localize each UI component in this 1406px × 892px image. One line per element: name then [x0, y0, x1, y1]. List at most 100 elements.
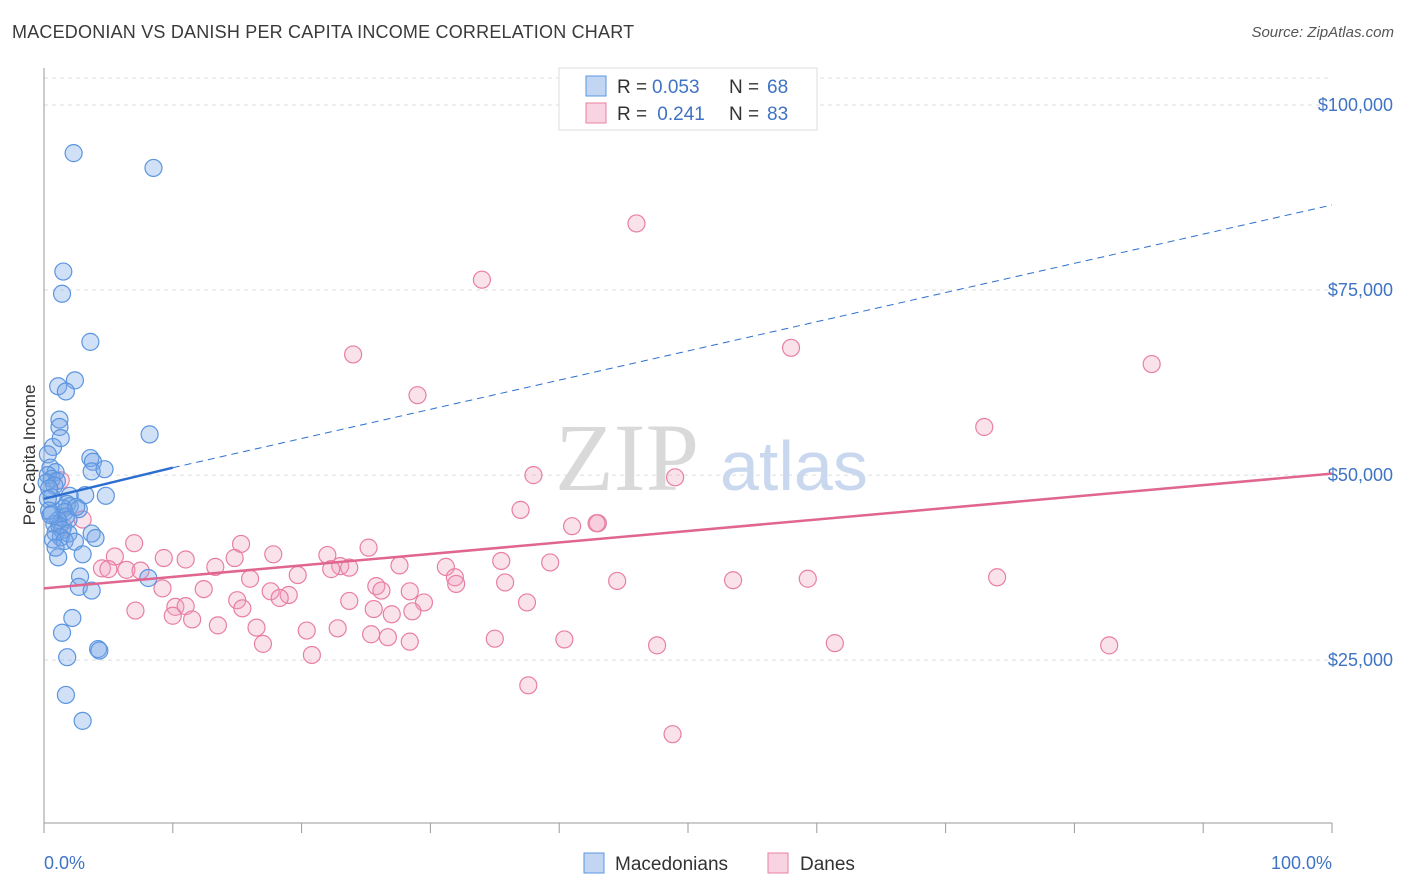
macedonians-point	[82, 581, 101, 600]
macedonians-point	[52, 623, 72, 642]
danes-point	[666, 468, 685, 487]
legend-r-label-1: R =	[617, 104, 647, 125]
danes-point	[92, 559, 112, 578]
x-axis-ticks	[43, 823, 1333, 833]
macedonians-point	[58, 648, 77, 667]
y-tick-label: $25,000	[1328, 650, 1393, 670]
x-tick-label-min: 0.0%	[44, 853, 85, 873]
bottom-legend: Macedonians Danes	[583, 852, 855, 875]
danes-point	[517, 593, 537, 612]
danes-point	[472, 270, 492, 289]
danes-point	[524, 466, 543, 485]
danes-point	[362, 625, 381, 644]
danes-point	[492, 551, 511, 571]
macedonians-point	[63, 608, 82, 628]
y-tick-labels: $25,000 $50,000 $75,000 $100,000	[1318, 95, 1393, 670]
danes-point	[264, 545, 283, 564]
macedonians-trend-extension	[172, 204, 1333, 469]
x-tick-label-max: 100.0%	[1271, 853, 1332, 873]
macedonians-point	[86, 528, 105, 548]
danes-point	[511, 500, 530, 519]
danes-point	[400, 632, 419, 651]
macedonians-point	[56, 685, 75, 705]
danes-point	[825, 634, 844, 653]
danes-point	[541, 553, 560, 572]
legend-r-label-0: R =	[617, 77, 647, 98]
danes-point	[647, 636, 667, 655]
danes-point	[176, 550, 195, 569]
danes-point	[99, 560, 118, 579]
legend-n-value-0: 68	[767, 77, 788, 98]
danes-point	[382, 605, 401, 624]
danes-point	[340, 558, 359, 577]
danes-point	[344, 345, 363, 364]
danes-point	[1142, 354, 1161, 374]
top-legend-box	[558, 67, 818, 131]
danes-point	[117, 560, 136, 579]
danes-point	[555, 630, 574, 649]
danes-point	[163, 606, 182, 625]
danes-point	[519, 676, 538, 695]
legend-r-value-0: 0.053	[652, 77, 700, 98]
danes-point	[247, 618, 266, 637]
danes-point	[206, 557, 225, 576]
danes-point	[225, 548, 244, 568]
danes-point	[562, 517, 582, 536]
danes-point	[445, 568, 464, 587]
danes-point	[403, 602, 422, 621]
danes-point	[378, 628, 397, 647]
danes-point	[372, 581, 391, 600]
legend-r-value-1: 0.241	[652, 104, 705, 125]
danes-point	[208, 616, 227, 635]
danes-point	[988, 568, 1007, 587]
danes-point	[302, 645, 322, 665]
macedonians-point	[73, 711, 92, 730]
macedonians-trend-line	[43, 466, 174, 501]
danes-point	[340, 591, 359, 611]
danes-point	[400, 582, 419, 601]
grid-lines	[44, 77, 1332, 661]
chart-title: MACEDONIAN VS DANISH PER CAPITA INCOME C…	[12, 22, 635, 42]
danes-point	[1100, 636, 1119, 655]
macedonians-point	[73, 545, 92, 564]
watermark-atlas: atlas	[720, 427, 868, 505]
danes-point	[975, 417, 994, 437]
bottom-legend-swatch-macedonians	[583, 852, 605, 874]
legend-n-label-1: N =	[729, 104, 759, 125]
macedonians-point	[140, 425, 159, 444]
macedonians-point	[38, 445, 57, 464]
macedonians-point	[41, 505, 60, 525]
macedonians-point	[56, 382, 75, 401]
danes-point	[359, 538, 378, 557]
legend-n-value-1: 83	[767, 104, 788, 125]
macedonians-points	[37, 144, 163, 730]
danes-point	[240, 569, 260, 588]
danes-point	[723, 571, 743, 590]
source-credit: Source: ZipAtlas.com	[1251, 24, 1394, 41]
danes-point	[154, 548, 173, 568]
bottom-legend-label-macedonians: Macedonians	[615, 854, 728, 875]
danes-point	[608, 571, 627, 591]
top-legend: R = 0.053 N = 68 R = 0.241 N = 83	[558, 67, 818, 131]
bottom-legend-swatch-danes	[767, 852, 789, 874]
macedonians-point	[90, 641, 109, 660]
danes-point	[183, 610, 202, 629]
danes-point	[663, 725, 682, 744]
danes-points	[51, 214, 1161, 744]
macedonians-point	[55, 531, 74, 551]
y-tick-label: $75,000	[1328, 280, 1393, 300]
danes-point	[627, 214, 646, 233]
danes-point	[485, 629, 504, 648]
macedonians-point	[95, 460, 114, 479]
danes-point	[126, 601, 145, 620]
macedonians-point	[67, 497, 86, 517]
macedonians-point	[81, 332, 100, 351]
macedonians-point	[46, 538, 65, 557]
danes-trend-line	[43, 472, 1333, 590]
macedonians-point	[64, 144, 83, 163]
danes-point	[798, 569, 817, 588]
danes-point	[587, 514, 606, 533]
watermark-zip: ZIP	[555, 404, 699, 511]
macedonians-point	[52, 284, 72, 303]
